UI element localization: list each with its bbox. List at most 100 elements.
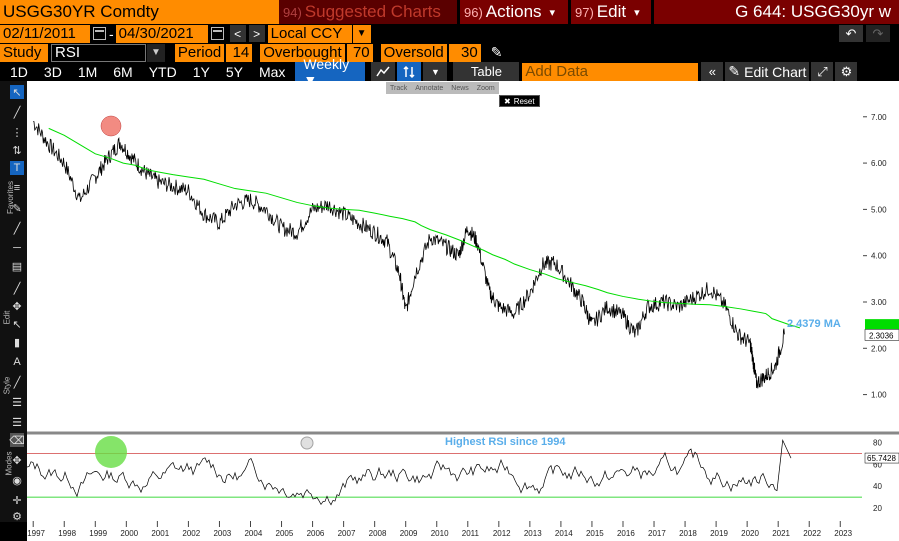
target-icon[interactable]: ◉ — [12, 474, 22, 487]
gear-icon[interactable]: ⚙ — [835, 62, 858, 81]
news-button[interactable]: News — [451, 84, 469, 92]
font-icon[interactable]: A — [13, 356, 21, 368]
text-icon[interactable]: T — [10, 161, 24, 175]
study-bar: Study RSI ▼ Period 14 Overbought 70 Over… — [0, 43, 502, 62]
price-tick-label: 1.00 — [871, 391, 887, 400]
range-tab[interactable]: 1D — [10, 63, 28, 80]
calendar-icon[interactable] — [93, 27, 106, 40]
rsi-high-highlight-circle — [95, 436, 127, 468]
last-price-label: 2.3036 — [869, 331, 894, 340]
pen-icon[interactable]: ✎ — [12, 202, 22, 215]
overbought-input[interactable]: 70 — [346, 43, 373, 62]
range-tab[interactable]: Max — [258, 63, 286, 80]
collapse-icon[interactable]: « — [701, 62, 724, 81]
range-tab[interactable]: 5Y — [225, 63, 243, 80]
fib-icon[interactable]: ⋮ — [11, 126, 23, 139]
currency-select[interactable]: Local CCY — [267, 24, 352, 43]
line-style-icon[interactable]: ☰ — [12, 416, 22, 429]
select-icon[interactable]: ↖ — [12, 318, 22, 331]
prev-period-button[interactable]: < — [229, 25, 246, 42]
ticker-label[interactable]: USGG30YR Comdty — [0, 0, 279, 24]
edit-chart-label: Edit Chart — [744, 63, 807, 80]
time-tick-label: 2000 — [120, 529, 138, 538]
period-label: Period — [174, 43, 225, 62]
chevron-down-icon[interactable]: ▼ — [351, 24, 371, 43]
frequency-select[interactable]: Weekly ▼ — [295, 56, 366, 88]
time-tick-label: 2023 — [834, 529, 852, 538]
line-chart-icon[interactable] — [371, 62, 396, 81]
oversold-input[interactable]: 30 — [448, 43, 481, 62]
period-input[interactable]: 14 — [226, 43, 253, 62]
suggested-charts-button[interactable]: 94) Suggested Charts — [279, 0, 457, 24]
price-tick-label: 7.00 — [871, 113, 887, 122]
pencil-icon[interactable]: ✎ — [490, 44, 503, 60]
price-axis — [862, 81, 899, 435]
rsi-tick-label: 80 — [873, 438, 882, 447]
track-button[interactable]: Track — [390, 84, 408, 92]
line-tool-icon[interactable]: ╱ — [13, 106, 21, 119]
calendar-icon[interactable] — [210, 27, 224, 40]
study-label: Study — [0, 43, 48, 62]
brush-icon[interactable]: ╱ — [13, 376, 21, 389]
time-tick-label: 2004 — [244, 529, 262, 538]
chevron-down-icon: ▾ — [549, 6, 556, 19]
price-tick-label: 3.00 — [871, 298, 887, 307]
ma-last-tag — [865, 319, 899, 330]
table-button[interactable]: Table — [453, 62, 520, 81]
line-weight-icon[interactable]: ☰ — [12, 396, 22, 409]
compare-icon[interactable] — [397, 62, 422, 81]
chart-area[interactable]: 80 60 40 20 65.7428 7.00 6.00 5.00 4.00 3.00 2.00… — [27, 81, 899, 541]
edit-section-label: Edit — [2, 310, 12, 325]
edit-chart-button[interactable]: ✎ Edit Chart — [725, 62, 810, 81]
rsi-last-tag — [864, 452, 899, 464]
draw-icon[interactable]: ╱ — [13, 282, 21, 295]
move-icon[interactable]: ✥ — [12, 300, 22, 313]
next-period-button[interactable]: > — [248, 25, 265, 42]
range-tab[interactable]: 1M — [77, 63, 98, 80]
magnet-icon[interactable]: ✥ — [12, 454, 22, 467]
cursor-icon[interactable]: ↖ — [10, 85, 24, 99]
actions-menu[interactable]: 96) Actions ▾ — [460, 0, 568, 24]
range-tab[interactable]: 3D — [43, 63, 62, 80]
trash-icon[interactable]: ▮ — [13, 336, 21, 349]
range-tab[interactable]: 6M — [113, 63, 133, 80]
hline-icon[interactable]: ─ — [13, 242, 21, 254]
range-tab[interactable]: YTD — [148, 63, 177, 80]
time-tick-label: 2001 — [151, 529, 169, 538]
suggested-charts-num: 94) — [283, 4, 302, 20]
chevron-down-icon[interactable]: ▼ — [146, 43, 165, 62]
gear-icon[interactable]: ⚙ — [12, 510, 22, 523]
resize-icon[interactable]: ⤢ — [811, 62, 834, 81]
trend-icon[interactable]: ╱ — [13, 222, 21, 235]
chevron-down-icon[interactable]: ▼ — [423, 62, 448, 81]
rsi-annotation: Highest RSI since 1994 — [445, 436, 566, 448]
reset-button[interactable]: ✖ Reset — [499, 95, 540, 107]
reset-icon: ✖ — [504, 96, 511, 106]
annotate-button[interactable]: Annotate — [415, 84, 444, 92]
parallel-icon[interactable]: ▤ — [11, 260, 23, 273]
range-tab[interactable]: 1Y — [192, 63, 210, 80]
channel-icon[interactable]: ≡ — [13, 182, 21, 194]
start-date-field[interactable]: 02/11/2011 — [0, 24, 90, 43]
eraser-icon[interactable]: ⌫ — [9, 433, 25, 447]
actions-label: Actions — [485, 2, 542, 21]
undo-icon[interactable]: ↶ — [839, 25, 863, 42]
end-date-field[interactable]: 04/30/2021 — [115, 24, 208, 43]
rsi-tick-label: 20 — [873, 504, 882, 513]
add-data-input[interactable]: Add Data — [522, 62, 699, 81]
time-tick-label: 2022 — [803, 529, 821, 538]
redo-icon[interactable]: ↷ — [866, 25, 890, 42]
rsi-series-line — [27, 439, 792, 506]
time-tick-label: 2021 — [772, 529, 790, 538]
ma-value-label: 2.4379 MA — [787, 318, 841, 330]
edit-menu[interactable]: 97) Edit ▾ — [571, 0, 651, 24]
zoom-button[interactable]: Zoom — [476, 84, 495, 92]
arrows-icon[interactable]: ⇅ — [12, 144, 22, 157]
price-tick-label: 6.00 — [871, 159, 887, 168]
price-panel — [27, 81, 862, 435]
edit-num: 97) — [575, 4, 594, 20]
crosshair-icon[interactable]: ✛ — [12, 494, 22, 507]
study-select[interactable]: RSI — [51, 43, 146, 62]
time-tick-label: 2019 — [710, 529, 728, 538]
ma-series-line — [48, 127, 801, 329]
